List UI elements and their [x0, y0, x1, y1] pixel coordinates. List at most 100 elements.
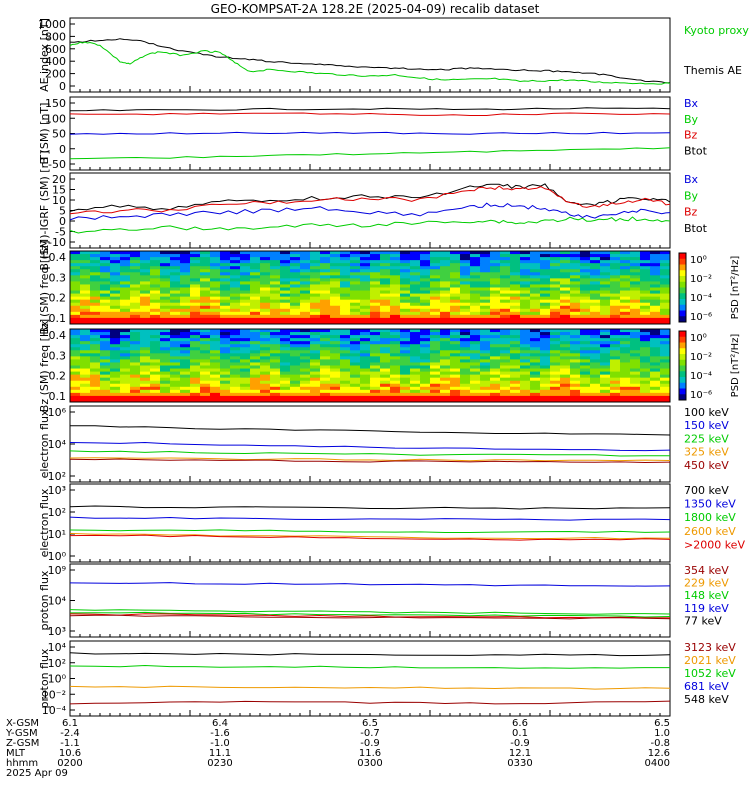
heatmap-cell [180, 350, 191, 354]
heatmap-cell [320, 272, 331, 276]
heatmap-cell [70, 329, 81, 333]
heatmap-cell [450, 347, 461, 351]
heatmap-cell [330, 344, 341, 348]
panel-4: Bz (SM) freq [Hz]0.40.30.20.110⁰10⁻²10⁻⁴… [38, 319, 741, 412]
heatmap-cell [530, 344, 541, 348]
heatmap-cell [370, 335, 381, 339]
heatmap-cell [80, 365, 91, 370]
colorbar-segment [679, 264, 686, 271]
heatmap-cell [520, 371, 531, 376]
heatmap-cell [610, 353, 621, 357]
heatmap-cell [330, 392, 341, 397]
heatmap-cell [570, 269, 581, 273]
heatmap-cell [320, 383, 331, 388]
heatmap-cell [180, 284, 191, 288]
heatmap-cell [110, 308, 121, 313]
heatmap-cell [650, 365, 661, 370]
heatmap-cell [80, 290, 91, 295]
heatmap-cell [510, 290, 521, 295]
heatmap-cell [180, 266, 191, 270]
heatmap-cell [320, 302, 331, 307]
heatmap-cell [520, 293, 531, 298]
heatmap-cell [470, 278, 481, 282]
heatmap-cell [390, 389, 401, 394]
heatmap-cell [420, 275, 431, 279]
heatmap-cell [590, 266, 601, 270]
heatmap-cell [620, 371, 631, 376]
heatmap-cell [330, 389, 341, 394]
heatmap-cell [190, 374, 201, 379]
heatmap-cell [240, 374, 251, 379]
heatmap-cell [210, 395, 221, 400]
heatmap-cell [310, 398, 321, 403]
heatmap-cell [290, 305, 301, 310]
heatmap-cell [400, 356, 411, 360]
heatmap-cell [440, 374, 451, 379]
heatmap-cell [580, 308, 591, 313]
heatmap-cell [380, 380, 391, 385]
heatmap-cell [450, 308, 461, 313]
heatmap-cell [570, 392, 581, 397]
heatmap-cell [310, 377, 321, 382]
heatmap-cell [140, 380, 151, 385]
heatmap-cell [170, 362, 181, 366]
heatmap-cell [90, 395, 101, 400]
heatmap-cell [410, 290, 421, 295]
heatmap-cell [560, 389, 571, 394]
heatmap-cell [520, 257, 531, 261]
heatmap-cell [440, 344, 451, 348]
heatmap-cell [660, 365, 671, 370]
heatmap-cell [610, 389, 621, 394]
heatmap-cell [270, 359, 281, 363]
heatmap-cell [640, 305, 651, 310]
heatmap-cell [580, 392, 591, 397]
heatmap-cell [70, 281, 81, 285]
heatmap-cell [260, 362, 271, 366]
heatmap-cell [460, 368, 471, 373]
heatmap-cell [640, 335, 651, 339]
heatmap-cell [570, 368, 581, 373]
heatmap-cell [510, 317, 521, 322]
heatmap-cell [340, 341, 351, 345]
heatmap-cell [340, 380, 351, 385]
heatmap-cell [270, 386, 281, 391]
heatmap-cell [500, 395, 511, 400]
heatmap-cell [140, 335, 151, 339]
heatmap-cell [140, 356, 151, 360]
heatmap-cell [130, 395, 141, 400]
heatmap-cell [510, 332, 521, 336]
heatmap-cell [390, 266, 401, 270]
heatmap-cell [370, 341, 381, 345]
heatmap-cell [550, 293, 561, 298]
heatmap-cell [90, 350, 101, 354]
heatmap-cell [550, 302, 561, 307]
heatmap-cell [220, 389, 231, 394]
heatmap-cell [520, 383, 531, 388]
heatmap-cell [180, 362, 191, 366]
heatmap-cell [140, 272, 151, 276]
heatmap-cell [590, 260, 601, 264]
heatmap-cell [200, 362, 211, 366]
heatmap-cell [450, 386, 461, 391]
heatmap-cell [100, 332, 111, 336]
heatmap-cell [190, 281, 201, 285]
heatmap-cell [110, 314, 121, 319]
heatmap-cell [530, 335, 541, 339]
legend-entry: Btot [684, 222, 708, 235]
heatmap-cell [290, 356, 301, 360]
heatmap-cell [660, 383, 671, 388]
heatmap-cell [360, 377, 371, 382]
heatmap-cell [300, 287, 311, 292]
heatmap-cell [180, 359, 191, 363]
heatmap-cell [660, 311, 671, 316]
heatmap-cell [480, 266, 491, 270]
chart-title: GEO-KOMPSAT-2A 128.2E (2025-04-09) recal… [211, 2, 540, 16]
heatmap-cell [520, 395, 531, 400]
heatmap-cell [360, 353, 371, 357]
heatmap-cell [390, 392, 401, 397]
heatmap-cell [560, 251, 571, 255]
heatmap-cell [230, 350, 241, 354]
heatmap-cell [640, 269, 651, 273]
x-axis-value: 1.0 [654, 728, 670, 739]
